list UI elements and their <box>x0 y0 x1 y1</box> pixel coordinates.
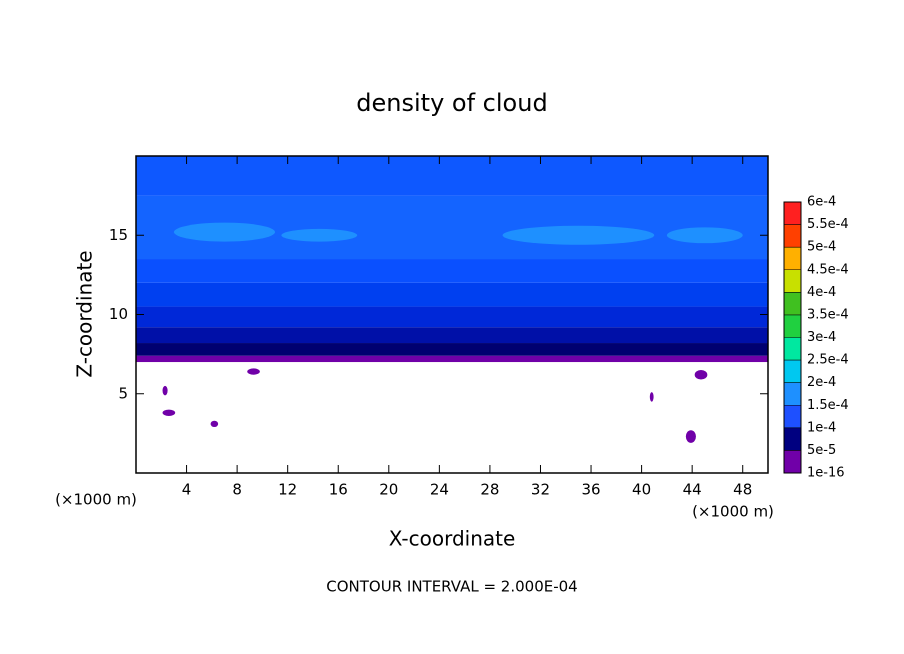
colorbar-segment <box>784 405 801 428</box>
colorbar-segment <box>784 224 801 248</box>
x-tick-label: 48 <box>733 481 752 499</box>
contour-patch <box>162 385 168 396</box>
contour-band <box>136 327 768 344</box>
x-unit: (×1000 m) <box>692 503 774 521</box>
contour-patch <box>173 222 276 242</box>
x-tick-label: 16 <box>329 481 348 499</box>
colorbar-segment <box>784 202 801 225</box>
colorbar-segment <box>784 269 801 293</box>
x-tick-label: 20 <box>379 481 398 499</box>
colorbar: 1e-16 5e-5 1e-4 1.5e-4 2e-4 2.5e-4 3e-4 3.5e-4 4… <box>783 195 849 481</box>
contour-patch <box>666 227 743 244</box>
x-tick-label: 4 <box>182 481 192 499</box>
contour-band <box>136 306 768 328</box>
contour-patch <box>649 392 654 402</box>
colorbar-label: 1.5e-4 <box>807 398 849 413</box>
colorbar-label: 6e-4 <box>807 195 836 210</box>
colorbar-label: 3.5e-4 <box>807 307 849 322</box>
colorbar-label: 5.5e-4 <box>807 217 849 232</box>
x-tick-label: 12 <box>278 481 297 499</box>
contour-band <box>136 156 768 196</box>
colorbar-label: 2e-4 <box>807 375 836 390</box>
colorbar-segment <box>784 382 801 406</box>
contour-patch <box>694 369 708 380</box>
colorbar-segment <box>784 450 801 473</box>
x-tick-label: 44 <box>683 481 702 499</box>
contour-patch <box>247 368 260 375</box>
colorbar-label: 3e-4 <box>807 330 836 345</box>
colorbar-label: 5e-4 <box>807 240 836 255</box>
contour-patch <box>281 228 358 242</box>
x-tick-label: 40 <box>632 481 651 499</box>
footnote: CONTOUR INTERVAL = 2.000E-04 <box>326 578 577 596</box>
colorbar-label: 1e-16 <box>807 466 845 481</box>
chart-title: density of cloud <box>356 89 547 117</box>
x-tick-label: 24 <box>430 481 449 499</box>
contour-band <box>136 259 768 283</box>
contour-band <box>136 282 768 307</box>
colorbar-label: 4e-4 <box>807 285 836 300</box>
x-tick-label: 28 <box>480 481 499 499</box>
x-axis-title: X-coordinate <box>389 527 516 551</box>
colorbar-frame <box>783 201 802 474</box>
colorbar-segment <box>784 247 801 270</box>
colorbar-label: 2.5e-4 <box>807 353 849 368</box>
contour-band <box>136 355 768 363</box>
colorbar-label: 4.5e-4 <box>807 262 849 277</box>
contour-patch <box>162 409 176 416</box>
y-unit: (×1000 m) <box>55 491 137 509</box>
colorbar-label: 1e-4 <box>807 420 836 435</box>
colorbar-segment <box>784 292 801 315</box>
y-tick-label: 5 <box>118 384 128 402</box>
y-tick-label: 10 <box>109 305 128 323</box>
colorbar-segment <box>784 314 801 338</box>
contour-band <box>136 343 768 356</box>
y-axis-title: Z-coordinate <box>73 250 97 377</box>
contour-patch <box>502 225 655 245</box>
contour-patch <box>210 420 219 428</box>
colorbar-segment <box>784 337 801 361</box>
field <box>136 156 768 443</box>
colorbar-label: 5e-5 <box>807 443 836 458</box>
colorbar-segment <box>784 427 801 451</box>
contour-patch <box>685 430 696 443</box>
x-tick-label: 8 <box>232 481 242 499</box>
x-tick-label: 32 <box>531 481 550 499</box>
colorbar-segment <box>784 360 801 383</box>
x-tick-label: 36 <box>581 481 600 499</box>
y-tick-label: 15 <box>109 226 128 244</box>
